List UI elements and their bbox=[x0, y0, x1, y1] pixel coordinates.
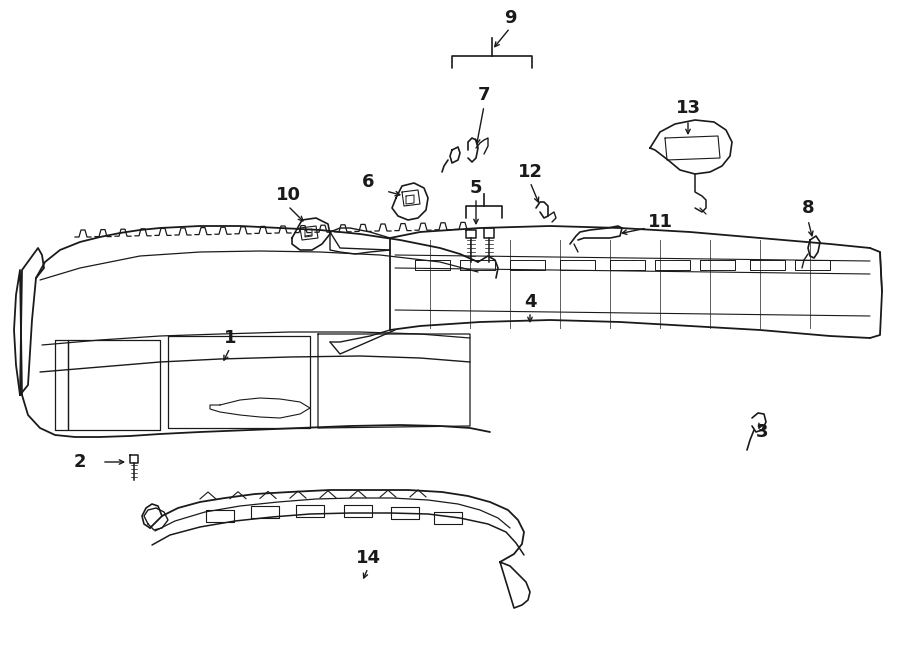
Text: 2: 2 bbox=[74, 453, 86, 471]
Text: 12: 12 bbox=[518, 163, 543, 181]
Text: 1: 1 bbox=[224, 329, 236, 347]
Text: 3: 3 bbox=[756, 423, 769, 441]
Text: 9: 9 bbox=[504, 9, 517, 27]
Text: 7: 7 bbox=[478, 86, 491, 104]
Text: 11: 11 bbox=[647, 213, 672, 231]
Text: 10: 10 bbox=[275, 186, 301, 204]
Text: 6: 6 bbox=[362, 173, 374, 191]
Text: 4: 4 bbox=[524, 293, 536, 311]
Text: 5: 5 bbox=[470, 179, 482, 197]
Text: 14: 14 bbox=[356, 549, 381, 567]
Text: 8: 8 bbox=[802, 199, 814, 217]
Text: 13: 13 bbox=[676, 99, 700, 117]
